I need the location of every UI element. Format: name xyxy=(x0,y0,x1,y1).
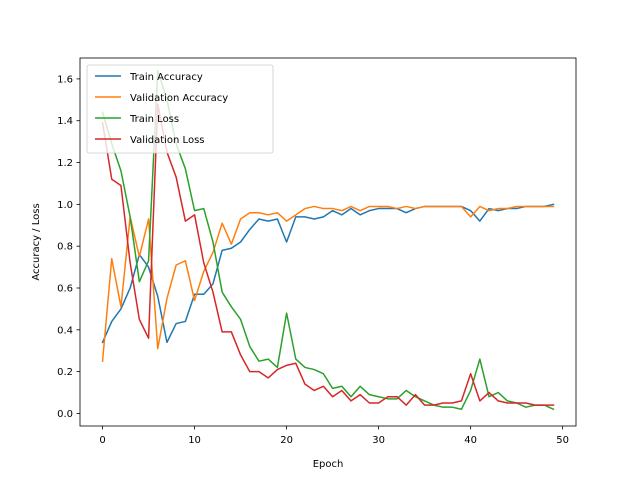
x-tick-label: 40 xyxy=(464,435,477,446)
y-axis: 0.0 0.2 0.4 0.6 0.8 1.0 1.2 1.4 1.6 xyxy=(57,74,80,420)
series-line-4 xyxy=(101,103,555,406)
legend: Train Accuracy Validation Accuracy Train L… xyxy=(86,64,274,154)
x-tick-label: 0 xyxy=(99,435,105,446)
y-tick-label: 1.6 xyxy=(57,74,73,85)
legend-label-3: Train Loss xyxy=(129,114,179,125)
y-tick-label: 0.4 xyxy=(57,325,73,336)
legend-label-1: Train Accuracy xyxy=(129,72,203,83)
y-tick-label: 1.4 xyxy=(57,116,73,127)
legend-box xyxy=(86,64,274,154)
legend-label-4: Validation Loss xyxy=(130,135,205,146)
series-line-1 xyxy=(101,203,555,344)
y-tick-label: 1.0 xyxy=(57,200,73,211)
axes-frame xyxy=(79,57,577,427)
x-tick-label: 50 xyxy=(556,435,569,446)
x-tick-label: 20 xyxy=(280,435,293,446)
x-tick-label: 30 xyxy=(372,435,385,446)
y-tick-label: 0.0 xyxy=(57,409,73,420)
y-axis-label: Accuracy / Loss xyxy=(31,203,42,280)
series-line-2 xyxy=(101,205,555,362)
x-axis: 0 10 20 30 40 50 xyxy=(99,426,569,446)
x-axis-label: Epoch xyxy=(313,459,344,470)
y-tick-label: 0.6 xyxy=(57,284,73,295)
x-tick-label: 10 xyxy=(188,435,201,446)
y-tick-label: 1.2 xyxy=(57,158,73,169)
y-tick-label: 0.8 xyxy=(57,242,73,253)
legend-label-2: Validation Accuracy xyxy=(130,93,228,104)
y-tick-label: 0.2 xyxy=(57,367,73,378)
